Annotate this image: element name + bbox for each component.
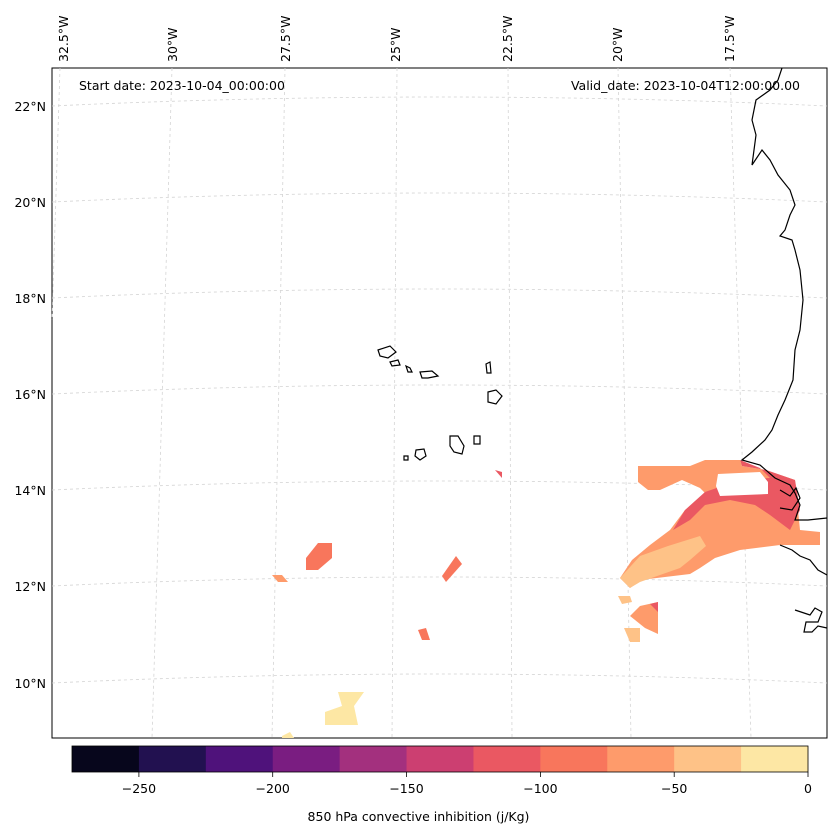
colorbar-tick-label: −250 bbox=[122, 781, 156, 796]
colorbar-cell bbox=[674, 746, 742, 772]
cin-patch-small-a bbox=[418, 628, 430, 640]
cape-verde-island-6 bbox=[449, 435, 465, 455]
colorbar-tick-label: −150 bbox=[389, 781, 423, 796]
gridline-lon-25 bbox=[391, 67, 398, 739]
gridline-lon-27-5 bbox=[271, 67, 286, 739]
cin-patch-west-small bbox=[272, 575, 288, 582]
cin-patch-west bbox=[306, 543, 332, 570]
latitude-labels: 22°N 20°N 18°N 16°N 14°N 12°N 10°N bbox=[14, 99, 46, 691]
colorbar-label: 850 hPa convective inhibition (j/Kg) bbox=[307, 809, 530, 824]
colorbar-ticks bbox=[138, 772, 809, 777]
colorbar-tick-label: −100 bbox=[523, 781, 557, 796]
lon-label-17-5: 17.5°W bbox=[722, 16, 737, 62]
cin-patch-south-b bbox=[282, 732, 294, 738]
colorbar-cell bbox=[72, 746, 140, 772]
lon-label-30: 30°W bbox=[165, 27, 180, 62]
lon-label-25: 25°W bbox=[388, 27, 403, 62]
colorbar-cell bbox=[741, 746, 809, 772]
gridline-lat-12 bbox=[51, 576, 828, 587]
african-coastline-south bbox=[779, 544, 828, 576]
cin-patch-small-b bbox=[495, 470, 502, 478]
colorbar-tick-label: −200 bbox=[256, 781, 290, 796]
lon-label-22-5: 22.5°W bbox=[500, 16, 515, 62]
lon-label-32-5: 32.5°W bbox=[56, 16, 71, 62]
map-frame bbox=[51, 67, 828, 739]
gridline-lat-16 bbox=[51, 384, 828, 395]
colorbar-tick-label: 0 bbox=[804, 781, 812, 796]
lat-label-20: 20°N bbox=[14, 195, 46, 210]
lat-label-22: 22°N bbox=[14, 99, 46, 114]
lat-label-12: 12°N bbox=[14, 579, 46, 594]
cin-patch-center bbox=[442, 556, 462, 582]
lon-label-27-5: 27.5°W bbox=[278, 16, 293, 62]
colorbar-cell bbox=[272, 746, 341, 772]
lat-label-18: 18°N bbox=[14, 291, 46, 306]
gridline-lat-10 bbox=[51, 673, 828, 684]
cape-verde-island-3 bbox=[419, 370, 440, 379]
sine-saloum-coast bbox=[779, 486, 801, 511]
cape-verde-island-4 bbox=[485, 361, 492, 374]
lon-label-20: 20°W bbox=[610, 27, 625, 62]
gridline-lon-22-5 bbox=[507, 67, 513, 739]
colorbar-tick-label: −50 bbox=[661, 781, 687, 796]
cin-region-south bbox=[630, 602, 658, 634]
cape-verde-island-8 bbox=[414, 448, 427, 461]
colorbar-tick-labels: −250 −200 −150 −100 −50 0 bbox=[122, 781, 812, 796]
lat-label-14: 14°N bbox=[14, 483, 46, 498]
guinea-coast bbox=[794, 607, 828, 633]
colorbar: −250 −200 −150 −100 −50 0 bbox=[71, 745, 812, 796]
cape-verde-island-2 bbox=[389, 359, 401, 367]
cin-region-weak-small bbox=[618, 596, 632, 604]
cape-verde-island-9 bbox=[403, 455, 409, 461]
cape-verde-island-5 bbox=[487, 389, 503, 405]
gridline-lon-17-5 bbox=[729, 67, 752, 739]
colorbar-cell bbox=[138, 746, 207, 772]
cin-region-weak bbox=[620, 536, 706, 588]
gridline-lon-20 bbox=[617, 67, 632, 739]
gridline-lat-20 bbox=[51, 192, 828, 203]
longitude-labels: 32.5°W 30°W 27.5°W 25°W 22.5°W 20°W 17.5… bbox=[56, 16, 737, 62]
cape-verde-island-7 bbox=[473, 435, 481, 445]
gridline-lat-14 bbox=[51, 480, 828, 491]
colorbar-cell bbox=[339, 746, 408, 772]
colorbar-cell bbox=[406, 746, 474, 772]
gridline-lon-30 bbox=[151, 67, 173, 739]
coastlines bbox=[377, 67, 828, 633]
start-date-label: Start date: 2023-10-04_00:00:00 bbox=[79, 78, 285, 93]
colorbar-cell bbox=[205, 746, 274, 772]
lat-label-16: 16°N bbox=[14, 387, 46, 402]
colorbar-outline bbox=[71, 745, 809, 773]
gridline-lon-32-5 bbox=[51, 67, 61, 321]
cin-patch-south-a bbox=[325, 692, 364, 725]
cape-verde-island-1 bbox=[377, 345, 397, 359]
colorbar-cells bbox=[72, 746, 809, 772]
gridlines bbox=[51, 67, 828, 739]
cin-region-south-weak bbox=[624, 628, 640, 642]
lat-label-10: 10°N bbox=[14, 676, 46, 691]
colorbar-cell bbox=[607, 746, 675, 772]
cin-region-south-core bbox=[650, 602, 658, 612]
gridline-lat-22 bbox=[51, 96, 828, 107]
gridline-lat-18 bbox=[51, 288, 828, 299]
valid-date-label: Valid_date: 2023-10-04T12:00:00.00 bbox=[570, 78, 800, 93]
colorbar-cell bbox=[473, 746, 541, 772]
african-coastline bbox=[740, 67, 828, 521]
colorbar-cell bbox=[540, 746, 608, 772]
cape-verde-island-10 bbox=[404, 364, 413, 373]
cin-contours bbox=[272, 460, 820, 738]
cin-region-hole bbox=[716, 472, 768, 496]
